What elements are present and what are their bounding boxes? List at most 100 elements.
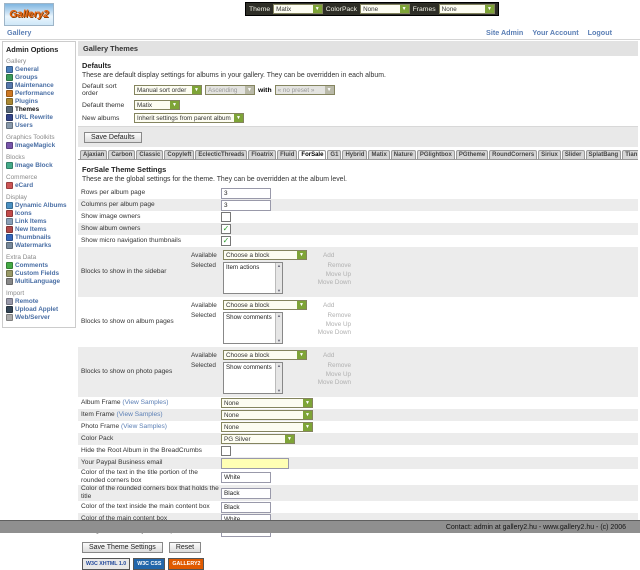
tab-eclecticthreads[interactable]: EclecticThreads bbox=[195, 150, 248, 159]
logout-link[interactable]: Logout bbox=[587, 28, 612, 37]
theme-select[interactable]: Matix ▼ bbox=[273, 4, 323, 14]
text-input-your-paypal-business-email[interactable] bbox=[221, 457, 289, 469]
view-samples-link[interactable]: (View Samples) bbox=[120, 399, 169, 406]
text-input-columns-per-album-page[interactable] bbox=[221, 199, 271, 211]
select-item-frame[interactable]: None ▼ bbox=[221, 410, 313, 420]
checkbox-show-micro-navigation-thumbnails[interactable]: ✓ bbox=[221, 236, 231, 246]
tab-nature[interactable]: Nature bbox=[390, 150, 416, 159]
default-sort-order-select[interactable]: Manual sort order ▼ bbox=[134, 85, 202, 95]
action-move-up-link[interactable]: Move Up bbox=[325, 370, 351, 378]
sidebar-item-icons[interactable]: Icons bbox=[6, 210, 74, 218]
gallery-logo[interactable]: Gallery2 bbox=[4, 3, 54, 26]
tab-splatbang[interactable]: SplatBang bbox=[585, 150, 622, 159]
tab-tian[interactable]: Tian bbox=[622, 150, 638, 159]
action-move-down-link[interactable]: Move Down bbox=[317, 329, 351, 336]
action-remove-link[interactable]: Remove bbox=[327, 362, 351, 369]
sidebar-item-watermarks[interactable]: Watermarks bbox=[6, 242, 74, 250]
frames-select[interactable]: None ▼ bbox=[438, 4, 495, 14]
new-albums-select[interactable]: Inherit settings from parent album ▼ bbox=[134, 113, 244, 123]
select-color-pack[interactable]: PG Silver ▼ bbox=[221, 434, 295, 444]
sidebar-item-thumbnails[interactable]: Thumbnails bbox=[6, 234, 74, 242]
sidebar-item-upload-applet[interactable]: Upload Applet bbox=[6, 306, 74, 314]
sidebar-item-themes[interactable]: Themes bbox=[6, 106, 74, 114]
listbox-item[interactable]: Show comments bbox=[226, 364, 272, 371]
sidebar-item-remote[interactable]: Remote bbox=[6, 298, 74, 306]
sidebar-item-comments[interactable]: Comments bbox=[6, 262, 74, 270]
tab-pglightbox[interactable]: PGlightbox bbox=[416, 150, 455, 159]
breadcrumb[interactable]: Gallery bbox=[7, 28, 32, 37]
tab-siriux[interactable]: Siriux bbox=[538, 150, 561, 159]
add-block-link[interactable]: Add bbox=[323, 251, 335, 259]
listbox-scrollbar[interactable]: ▲ ▼ bbox=[275, 363, 282, 393]
tab-carbon[interactable]: Carbon bbox=[108, 150, 136, 159]
sidebar-item-users[interactable]: Users bbox=[6, 122, 74, 130]
action-move-down-link[interactable]: Move Down bbox=[317, 279, 351, 286]
choose-block-select-blocks-to-show-on-photo-pages[interactable]: Choose a block ▼ bbox=[223, 350, 307, 360]
selected-blocks-listbox-blocks-to-show-on-photo-pages[interactable]: Show comments ▲ ▼ bbox=[223, 362, 283, 394]
sidebar-item-imagemagick[interactable]: ImageMagick bbox=[6, 142, 74, 150]
save-theme-settings-button[interactable]: Save Theme Settings bbox=[82, 542, 163, 553]
scroll-up-icon[interactable]: ▲ bbox=[277, 263, 281, 268]
scroll-down-icon[interactable]: ▼ bbox=[277, 338, 281, 343]
sidebar-item-dynamic-albums[interactable]: Dynamic Albums bbox=[6, 202, 74, 210]
default-theme-select[interactable]: Matix ▼ bbox=[134, 100, 180, 110]
sidebar-item-url-rewrite[interactable]: URL Rewrite bbox=[6, 114, 74, 122]
choose-block-select-blocks-to-show-on-album-pages[interactable]: Choose a block ▼ bbox=[223, 300, 307, 310]
sidebar-item-plugins[interactable]: Plugins bbox=[6, 98, 74, 106]
select-photo-frame[interactable]: None ▼ bbox=[221, 422, 313, 432]
action-remove-link[interactable]: Remove bbox=[327, 262, 351, 269]
selected-blocks-listbox-blocks-to-show-in-the-sidebar[interactable]: Item actions ▲ ▼ bbox=[223, 262, 283, 294]
select-album-frame[interactable]: None ▼ bbox=[221, 398, 313, 408]
sidebar-item-maintenance[interactable]: Maintenance bbox=[6, 82, 74, 90]
text-input-color-of-the-text-inside-the-main-content-box[interactable] bbox=[221, 501, 271, 513]
tab-slider[interactable]: Slider bbox=[561, 150, 585, 159]
tab-g1[interactable]: G1 bbox=[327, 150, 342, 159]
tab-pgtheme[interactable]: PGtheme bbox=[455, 150, 489, 159]
listbox-scrollbar[interactable]: ▲ ▼ bbox=[275, 313, 282, 343]
tab-ajaxian[interactable]: Ajaxian bbox=[80, 150, 108, 159]
choose-block-select-blocks-to-show-in-the-sidebar[interactable]: Choose a block ▼ bbox=[223, 250, 307, 260]
view-samples-link[interactable]: (View Samples) bbox=[114, 411, 163, 418]
tab-copyleft[interactable]: Copyleft bbox=[164, 150, 195, 159]
tab-matix[interactable]: Matix bbox=[368, 150, 390, 159]
selected-blocks-listbox-blocks-to-show-on-album-pages[interactable]: Show comments ▲ ▼ bbox=[223, 312, 283, 344]
text-input-rows-per-album-page[interactable] bbox=[221, 187, 271, 199]
view-samples-link[interactable]: (View Samples) bbox=[119, 423, 168, 430]
scroll-down-icon[interactable]: ▼ bbox=[277, 388, 281, 393]
sidebar-item-ecard[interactable]: eCard bbox=[6, 182, 74, 190]
listbox-item[interactable]: Show comments bbox=[226, 314, 272, 321]
sidebar-item-new-items[interactable]: New Items bbox=[6, 226, 74, 234]
text-input-color-of-the-text-in-the-title-portion-of-the-rounded-corners-box[interactable] bbox=[221, 471, 271, 483]
action-move-up-link[interactable]: Move Up bbox=[325, 270, 351, 278]
sidebar-item-custom-fields[interactable]: Custom Fields bbox=[6, 270, 74, 278]
sidebar-item-multilanguage[interactable]: MultiLanguage bbox=[6, 278, 74, 286]
listbox-scrollbar[interactable]: ▲ ▼ bbox=[275, 263, 282, 293]
xhtml-badge[interactable]: W3C XHTML 1.0 bbox=[82, 558, 131, 570]
listbox-item[interactable]: Item actions bbox=[226, 264, 260, 271]
scroll-up-icon[interactable]: ▲ bbox=[277, 363, 281, 368]
save-defaults-button[interactable]: Save Defaults bbox=[84, 132, 142, 143]
tab-hybrid[interactable]: Hybrid bbox=[342, 150, 368, 159]
colorpack-select[interactable]: None ▼ bbox=[360, 4, 410, 14]
text-input-color-of-the-rounded-corners-box-that-holds-the-title[interactable] bbox=[221, 487, 271, 499]
sidebar-item-groups[interactable]: Groups bbox=[6, 74, 74, 82]
sidebar-item-performance[interactable]: Performance bbox=[6, 90, 74, 98]
sidebar-item-general[interactable]: General bbox=[6, 66, 74, 74]
tab-classic[interactable]: Classic bbox=[136, 150, 164, 159]
action-move-up-link[interactable]: Move Up bbox=[325, 320, 351, 328]
site-admin-link[interactable]: Site Admin bbox=[486, 28, 524, 37]
your-account-link[interactable]: Your Account bbox=[532, 28, 579, 37]
checkbox-hide-the-root-album-in-the-breadcrumbs[interactable] bbox=[221, 446, 231, 456]
scroll-up-icon[interactable]: ▲ bbox=[277, 313, 281, 318]
tab-roundcorners[interactable]: RoundCorners bbox=[489, 150, 538, 159]
action-move-down-link[interactable]: Move Down bbox=[317, 379, 351, 386]
reset-button[interactable]: Reset bbox=[168, 542, 202, 553]
tab-fluid[interactable]: Fluid bbox=[277, 150, 298, 159]
sidebar-item-image-block[interactable]: Image Block bbox=[6, 162, 74, 170]
add-block-link[interactable]: Add bbox=[323, 351, 335, 359]
checkbox-show-album-owners[interactable]: ✓ bbox=[221, 224, 231, 234]
scroll-down-icon[interactable]: ▼ bbox=[277, 288, 281, 293]
sidebar-item-web-server[interactable]: Web/Server bbox=[6, 314, 74, 322]
add-block-link[interactable]: Add bbox=[323, 301, 335, 309]
tab-floatrix[interactable]: Floatrix bbox=[248, 150, 277, 159]
